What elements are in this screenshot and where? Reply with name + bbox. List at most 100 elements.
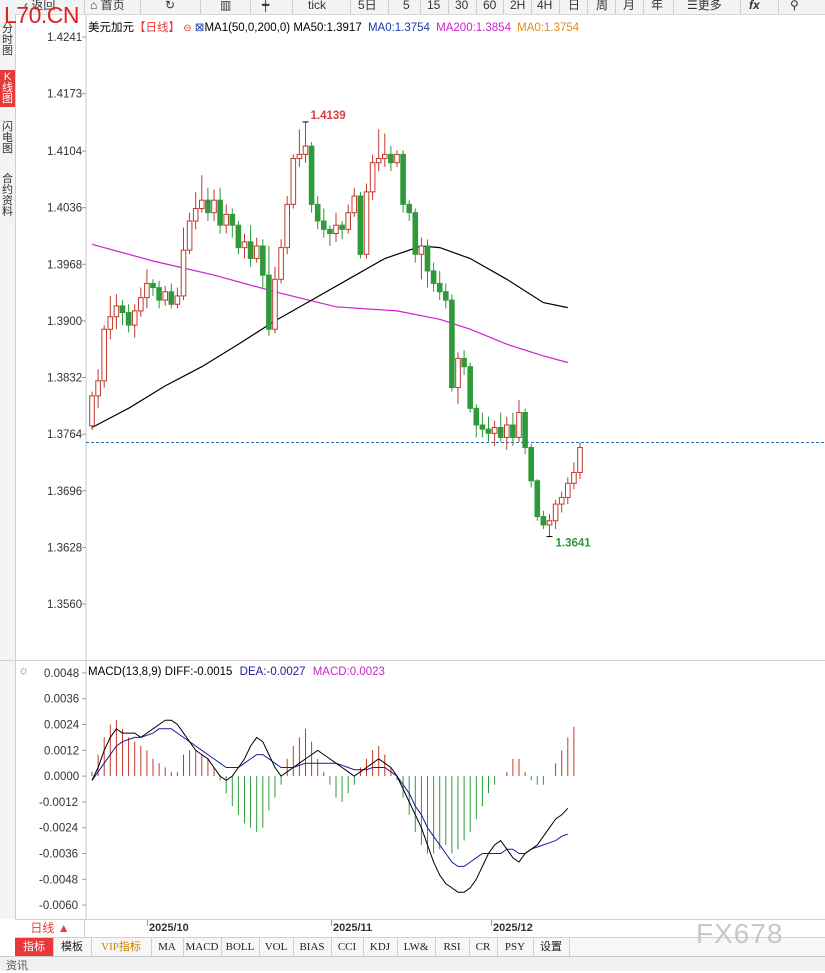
tab-ma[interactable]: MA — [151, 938, 184, 956]
macd-axis-label: 0.0012 — [44, 745, 79, 757]
back-button[interactable]: ‹ 返回 — [24, 0, 56, 12]
candle-body — [400, 153, 406, 205]
tab-vip-indicator[interactable]: VIP指标 — [91, 938, 152, 956]
tab-bias[interactable]: BIAS — [293, 938, 332, 956]
candle-body — [552, 503, 559, 522]
function-button[interactable]: fx — [749, 0, 760, 13]
tab-cci[interactable]: CCI — [331, 938, 364, 956]
ma-params: MA1(50,0,200,0) — [204, 22, 291, 34]
period-label: 【日线】 — [134, 22, 180, 34]
candle-body — [192, 208, 199, 222]
home-button[interactable]: ⌂ 首页 — [90, 0, 125, 12]
toolbar-divider — [448, 0, 449, 14]
tab-boll[interactable]: BOLL — [221, 938, 260, 956]
sidebar-item-flash[interactable]: 闪电图 — [2, 121, 13, 155]
period-5day[interactable]: 5日 — [358, 0, 377, 12]
candle-body — [388, 153, 394, 164]
candlestick-button[interactable]: ┿ — [262, 0, 269, 13]
candle-body — [162, 291, 168, 301]
macd-settings-icon[interactable]: ☼ — [18, 663, 29, 677]
toolbar-divider — [200, 0, 201, 14]
macd-axis-label: -0.0012 — [39, 797, 78, 809]
candle-body — [119, 305, 126, 314]
candle-body — [290, 158, 297, 205]
macd-chart[interactable]: 0.0048 0.0036 0.0024 0.0012 0.0000 -0.0012 -0.… — [0, 660, 825, 920]
tab-indicator[interactable]: 指标 — [15, 938, 54, 956]
candle-body — [461, 357, 467, 368]
date-label: 2025/12 — [493, 922, 533, 934]
macd-axis-label: -0.0036 — [39, 849, 78, 861]
candle-body — [95, 380, 101, 397]
search-button[interactable]: ⚲ — [790, 0, 799, 13]
candle-body — [235, 224, 242, 249]
sidebar-item-timeshare[interactable]: 分时图 — [2, 23, 13, 57]
ma50-line — [91, 245, 568, 429]
tab-rsi[interactable]: RSI — [435, 938, 470, 956]
period-2h[interactable]: 2H — [510, 0, 526, 12]
period-60min[interactable]: 60 — [483, 0, 497, 12]
candle-body — [375, 158, 382, 164]
candlestick-chart[interactable]: 1.4241 1.4173 1.4104 1.4036 1.3968 1.3900 1.38… — [0, 0, 825, 660]
period-week[interactable]: 周 — [596, 0, 609, 12]
tab-lw[interactable]: LW& — [397, 938, 436, 956]
period-select-button[interactable]: 日线 ▲ — [16, 919, 85, 937]
candle-body — [168, 291, 175, 305]
candle-body — [333, 224, 339, 234]
candlestick-icon: ┿ — [262, 0, 270, 12]
candle-body — [131, 310, 138, 326]
period-month[interactable]: 月 — [623, 0, 636, 12]
search-icon: ⚲ — [790, 0, 799, 12]
tab-psy[interactable]: PSY — [497, 938, 534, 956]
macd-dea: DEA:-0.0027 — [239, 666, 306, 678]
diff-line — [91, 719, 569, 893]
candle-body — [174, 295, 181, 305]
candle-body — [571, 471, 577, 484]
candle-body — [558, 496, 565, 505]
footer-news-label[interactable]: 资讯 — [6, 960, 28, 972]
tab-template[interactable]: 模板 — [53, 938, 92, 956]
candle-body — [89, 395, 95, 427]
tab-macd[interactable]: MACD — [183, 938, 222, 956]
ma50-value: MA50:1.3917 — [293, 22, 362, 34]
period-15min[interactable]: 15 — [427, 0, 441, 12]
candle-body — [497, 426, 504, 438]
candle-body — [528, 446, 535, 482]
candle-body — [156, 287, 162, 301]
sidebar-item-contract[interactable]: 合约资料 — [2, 173, 13, 218]
period-5min[interactable]: 5 — [403, 0, 410, 12]
more-button[interactable]: ☰更多 — [687, 0, 722, 12]
toolbar-divider — [140, 0, 141, 14]
settings-icon[interactable]: ⊖ — [183, 23, 192, 34]
tab-cr[interactable]: CR — [469, 938, 498, 956]
indicator-tabs: 指标 模板 VIP指标 MA MACD BOLL VOL BIAS CCI KD… — [15, 937, 825, 956]
tab-settings[interactable]: 设置 — [533, 938, 570, 956]
candle-body — [455, 357, 461, 389]
period-year[interactable]: 年 — [651, 0, 664, 12]
bar-chart-button[interactable]: ▥ — [220, 0, 231, 13]
candle-body — [418, 245, 425, 255]
period-30min[interactable]: 30 — [455, 0, 469, 12]
period-day[interactable]: 日 — [568, 0, 581, 12]
candle-body — [436, 282, 443, 293]
period-4h[interactable]: 4H — [537, 0, 553, 12]
macd-diff: DIFF:-0.0015 — [164, 666, 233, 678]
candle-body — [241, 241, 248, 249]
candle-body — [546, 520, 553, 526]
tab-kdj[interactable]: KDJ — [363, 938, 398, 956]
sidebar-item-kline[interactable]: K线图 — [0, 70, 15, 107]
toolbar-divider — [673, 0, 674, 14]
tab-vol[interactable]: VOL — [259, 938, 294, 956]
candle-body — [430, 270, 437, 284]
ma200-line — [91, 243, 568, 364]
candle-body — [199, 199, 205, 210]
price-label: 1.4036 — [47, 203, 82, 215]
candle-body — [394, 153, 400, 164]
period-tick[interactable]: tick — [308, 0, 326, 12]
refresh-button[interactable]: ↻ — [165, 0, 175, 13]
macd-axis-label: 0.0048 — [44, 668, 79, 680]
candle-body — [467, 366, 473, 409]
toolbar-divider — [587, 0, 588, 14]
menu-icon: ☰ — [687, 0, 698, 12]
ma0-value: MA0:1.3754 — [367, 22, 430, 34]
symbol-name[interactable]: 美元加元 — [88, 22, 134, 34]
